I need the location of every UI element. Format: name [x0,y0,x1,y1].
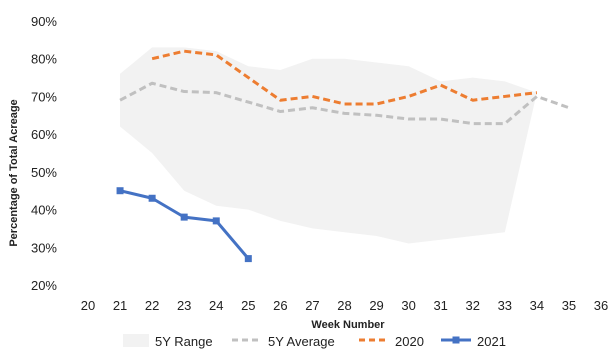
y-tick-label: 70% [31,89,57,104]
y-tick-label: 60% [31,127,57,142]
legend-marker-2021 [452,336,460,344]
x-tick-label: 26 [273,298,287,313]
x-tick-label: 24 [209,298,223,313]
y-tick-label: 80% [31,52,57,67]
legend: 5Y Range 5Y Average 2020 2021 [123,334,506,349]
series-line-5y-average [119,81,570,126]
legend-swatch-5y-range [123,334,149,347]
y-tick-label: 90% [31,14,57,29]
y-tick-label: 20% [31,278,57,293]
y-tick-label: 40% [31,203,57,218]
x-tick-label: 27 [305,298,319,313]
data-point-2021 [212,217,220,225]
data-point-2021 [116,187,124,195]
legend-label-5y-range: 5Y Range [155,334,213,349]
legend-label-5y-average: 5Y Average [268,334,335,349]
y-tick-label: 30% [31,240,57,255]
y-axis-title: Percentage of Total Acreage [8,99,20,246]
legend-label-2020: 2020 [395,334,424,349]
x-axis-title: Week Number [311,319,385,331]
x-tick-label: 31 [433,298,447,313]
x-tick-label: 23 [177,298,191,313]
legend-label-2021: 2021 [477,334,506,349]
x-tick-label: 28 [337,298,351,313]
y-tick-label: 50% [31,165,57,180]
series-layer [116,49,570,263]
x-tick-label: 29 [369,298,383,313]
series-line-2020 [151,49,538,106]
x-tick-label: 20 [81,298,95,313]
y-tick-labels: 20% 30% 40% 50% 60% 70% 80% 90% [31,14,57,293]
x-tick-labels: 20 21 22 23 24 25 26 27 28 29 30 31 32 33 34 35 36 [81,298,608,313]
x-tick-label: 35 [562,298,576,313]
x-tick-label: 21 [113,298,127,313]
data-point-2021 [148,194,156,202]
data-point-2021 [244,255,252,263]
x-tick-label: 34 [530,298,544,313]
x-tick-label: 33 [498,298,512,313]
x-tick-label: 36 [594,298,608,313]
x-tick-label: 30 [401,298,415,313]
x-tick-label: 25 [241,298,255,313]
x-tick-label: 22 [145,298,159,313]
x-tick-label: 32 [466,298,480,313]
data-point-2021 [180,213,188,221]
